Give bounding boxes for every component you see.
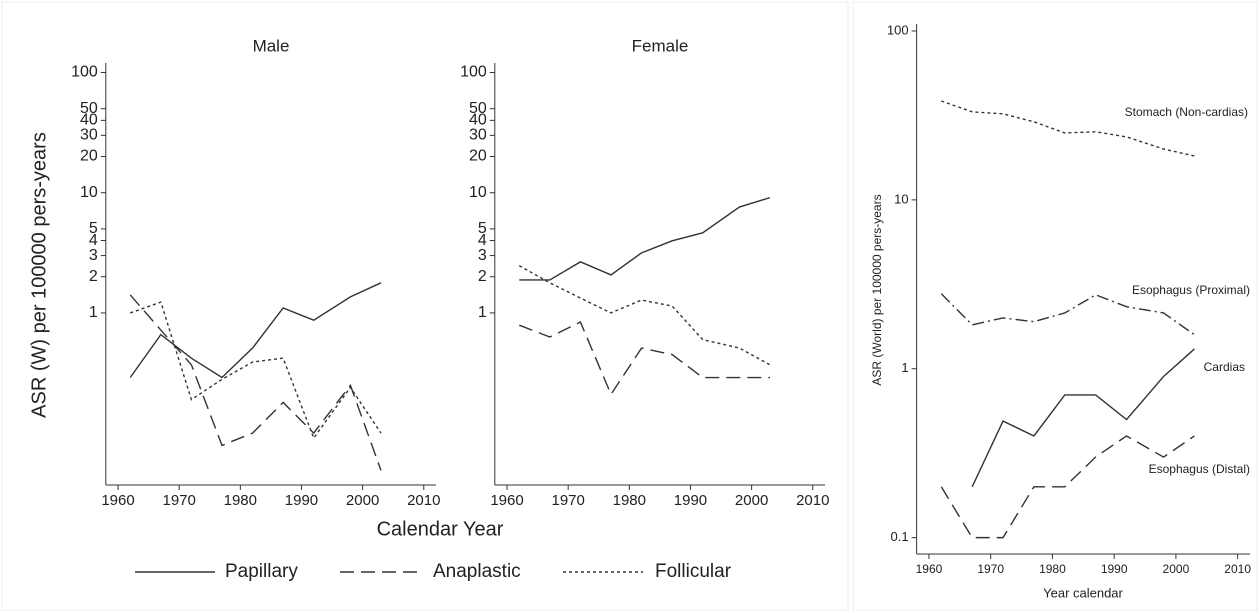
x-tick-label: 1960 — [490, 492, 523, 509]
y-tick-label: 10 — [469, 184, 487, 201]
x-tick-label: 2010 — [407, 492, 440, 509]
legend-label: Papillary — [225, 561, 298, 582]
y-tick-label: 2 — [478, 268, 487, 285]
right-frame — [852, 1, 1258, 611]
y-tick-label: 4 — [89, 232, 98, 249]
x-tick-label: 2000 — [346, 492, 379, 509]
y-tick-label: 100 — [460, 64, 487, 81]
y-tick-label: 3 — [478, 247, 487, 264]
x-tick-label: 2000 — [1163, 562, 1190, 576]
y-tick-label: 10 — [894, 191, 908, 206]
y-tick-label: 50 — [469, 100, 487, 117]
x-tick-label: 1990 — [285, 492, 318, 509]
x-tick-label: 1970 — [551, 492, 584, 509]
y-tick-label: 50 — [80, 100, 98, 117]
x-tick-label: 1960 — [101, 492, 134, 509]
y-tick-label: 30 — [469, 127, 487, 144]
y-axis-label: ASR (W) per 100000 pers-years — [28, 132, 50, 418]
series-line — [971, 348, 1195, 488]
x-tick-label: 1990 — [1101, 562, 1128, 576]
y-tick-label: 100 — [887, 22, 909, 37]
x-tick-label: 2010 — [1224, 562, 1251, 576]
y-tick-label: 5 — [478, 220, 487, 237]
y-axis-label: ASR (World) per 100000 pers-years — [870, 194, 884, 385]
series-label: Cardias — [1204, 360, 1245, 374]
series-line — [940, 293, 1195, 336]
x-tick-label: 1980 — [1039, 562, 1066, 576]
x-axis-label: Calendar Year — [377, 518, 504, 540]
y-tick-label: 40 — [469, 112, 487, 129]
x-tick-label: 2000 — [735, 492, 768, 509]
x-tick-label: 1990 — [674, 492, 707, 509]
series-line — [519, 321, 770, 396]
x-tick-label: 1980 — [224, 492, 257, 509]
series-label: Stomach (Non-cardias) — [1125, 105, 1248, 119]
y-tick-label: 1 — [89, 304, 98, 321]
legend-label: Anaplastic — [433, 561, 521, 582]
y-tick-label: 5 — [89, 220, 98, 237]
y-tick-label: 3 — [89, 247, 98, 264]
y-tick-label: 40 — [80, 112, 98, 129]
series-line — [941, 100, 1195, 157]
y-tick-label: 20 — [80, 148, 98, 165]
series-line — [940, 435, 1195, 539]
y-tick-label: 10 — [80, 184, 98, 201]
y-tick-label: 20 — [469, 148, 487, 165]
y-tick-label: 1 — [901, 360, 908, 375]
y-tick-label: 2 — [89, 268, 98, 285]
series-line — [129, 282, 382, 379]
series-label: Esophagus (Distal) — [1149, 462, 1250, 476]
x-tick-label: 1970 — [162, 492, 195, 509]
series-line — [129, 294, 382, 471]
panel-title: Female — [632, 36, 689, 55]
x-axis-label: Year calendar — [1043, 585, 1123, 600]
x-tick-label: 1970 — [977, 562, 1004, 576]
series-line — [130, 301, 382, 440]
y-tick-label: 0.1 — [891, 529, 909, 544]
y-tick-label: 100 — [71, 64, 98, 81]
y-tick-label: 4 — [478, 232, 487, 249]
y-tick-label: 30 — [80, 127, 98, 144]
x-tick-label: 1980 — [613, 492, 646, 509]
series-label: Esophagus (Proximal) — [1132, 283, 1250, 297]
x-tick-label: 1960 — [916, 562, 943, 576]
panel-title: Male — [253, 36, 290, 55]
left-frame — [1, 1, 849, 611]
series-line — [519, 196, 771, 281]
y-tick-label: 1 — [478, 304, 487, 321]
x-tick-label: 2010 — [796, 492, 829, 509]
legend-label: Follicular — [655, 561, 732, 582]
